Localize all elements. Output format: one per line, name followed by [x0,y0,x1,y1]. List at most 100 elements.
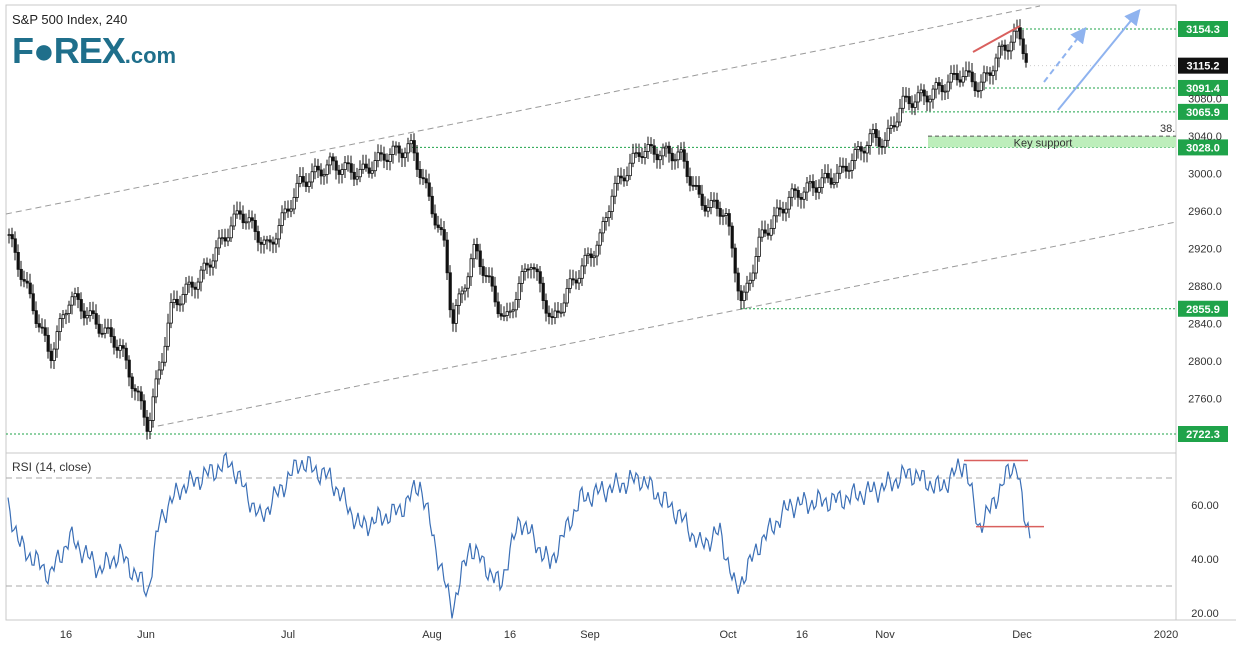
candle-body [613,182,617,197]
candle-body [652,145,656,155]
candle-body [802,191,806,200]
candle-body [487,275,491,278]
price-level-label: 3154.3 [1186,24,1220,36]
candle-body [892,125,896,128]
candle-body [310,171,314,183]
candle-body [79,299,83,312]
candle-body [535,268,539,273]
candle-body [748,279,752,284]
candle-body [631,152,635,164]
candle-body [463,287,467,292]
candle-body [1012,30,1016,43]
candle-body [553,310,557,319]
candle-body [730,225,734,249]
candle-body [271,241,275,245]
candle-body [700,193,704,206]
candle-body [985,72,989,75]
candle-body [337,169,341,175]
candle-body [34,310,38,324]
candle-body [448,272,452,311]
candle-body [178,303,182,306]
candle-body [526,268,530,271]
candle-body [520,271,524,284]
candle-body [481,266,485,276]
candle-body [460,290,464,295]
candle-body [109,327,113,337]
candle-body [28,282,32,295]
candle-body [988,72,992,76]
candle-body [1021,38,1025,55]
candle-body [493,285,497,303]
candle-body [418,169,422,179]
candle-body [622,177,626,182]
candle-body [94,313,98,325]
time-axis-tick: Jun [137,629,155,641]
price-axis-tick: 2920.0 [1188,244,1222,256]
candle-body [706,207,710,212]
candle-body [421,177,425,180]
candle-body [283,208,287,214]
candle-body [259,241,263,245]
key-support-label: Key support [1014,137,1073,149]
candle-body [874,129,878,138]
candle-body [304,181,308,187]
price-axis-tick: 2800.0 [1188,356,1222,368]
fib-label: 38. [1160,123,1175,135]
candle-body [412,140,416,154]
candle-body [19,268,23,280]
candle-body [592,255,596,259]
candle-body [187,281,191,285]
forex-logo: F●REX.com [12,30,177,71]
candle-body [163,345,167,363]
candle-body [49,350,53,361]
candle-body [112,336,116,348]
candle-body [928,98,932,103]
time-axis-tick: Nov [875,629,895,641]
candle-body [286,208,290,212]
candle-body [607,211,611,219]
candle-body [958,79,962,83]
current-price-tag [1178,57,1228,74]
candle-body [103,327,107,334]
price-level-label: 2722.3 [1186,429,1220,441]
candle-body [967,70,971,73]
candle-body [853,149,857,161]
candle-body [940,85,944,93]
chart-title: S&P 500 Index, 240 [12,12,128,27]
rsi-axis-tick: 20.00 [1191,608,1219,620]
candle-body [760,229,764,238]
price-level-label: 3065.9 [1186,107,1220,119]
candle-body [601,221,605,234]
candle-body [52,348,56,361]
candle-body [925,95,929,103]
candle-body [313,165,317,173]
candle-body [766,232,770,236]
candle-body [1003,44,1007,51]
candle-body [697,185,701,195]
candle-body [694,184,698,187]
candle-body [568,278,572,289]
candle-body [388,154,392,162]
candle-body [436,224,440,228]
candle-body [835,172,839,183]
candle-body [583,254,587,267]
candle-body [301,176,305,183]
price-level-tag [1178,300,1228,317]
candle-body [598,232,602,246]
candle-body [379,152,383,155]
candle-body [916,92,920,103]
candle-body [595,244,599,257]
candle-body [118,345,122,351]
candle-body [64,313,68,316]
candle-body [445,239,449,274]
candle-body [385,159,389,162]
candle-body [490,276,494,287]
candle-body [817,187,821,193]
candle-body [217,237,221,249]
candle-body [850,160,854,171]
candle-body [538,271,542,284]
candle-body [865,145,869,154]
candle-body [355,176,359,180]
